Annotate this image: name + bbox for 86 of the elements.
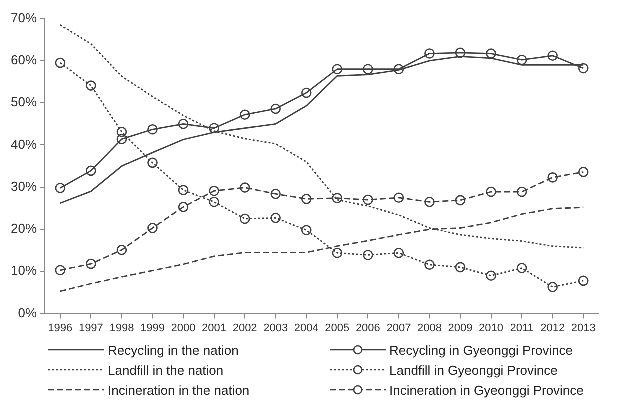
x-tick-label: 2007 [386,322,412,334]
x-tick-label: 1997 [78,322,104,334]
point [116,245,128,256]
point [332,64,343,75]
y-tick-label: 70% [10,10,38,26]
legend-label: Incineration in the nation [108,382,250,398]
point [486,48,496,59]
point [86,80,96,91]
legend-label: Recycling in the nation [108,342,239,358]
x-tick-label: 1999 [140,322,165,334]
point [486,186,496,198]
point [301,194,312,204]
point [301,225,312,236]
point [332,248,343,258]
point [578,276,589,286]
point [270,212,281,224]
point [394,192,404,204]
point [548,50,558,62]
point [301,88,312,98]
point [424,196,435,208]
point [55,183,66,194]
point [363,194,374,206]
point [178,202,189,212]
point [209,123,220,134]
x-tick-label: 2005 [325,322,350,334]
y-tick-label: 60% [10,52,38,68]
x-tick-label: 2002 [232,322,258,334]
y-tick-label: 20% [10,221,38,236]
point [516,186,528,198]
point [578,167,589,178]
x-tick-label: 1998 [110,322,134,334]
legend-label: Incineration in Gyeonggi Province [390,382,584,398]
point [148,158,158,168]
point [455,195,466,206]
point [86,166,96,176]
point [209,186,220,196]
point [486,270,496,282]
x-tick-label: 2008 [417,322,442,334]
point [116,127,128,138]
x-tick-label: 2012 [540,322,566,334]
point [178,119,189,130]
y-tick-label: 50% [10,94,38,110]
x-tick-label: 2006 [356,322,380,334]
x-tick-label: 2011 [510,322,534,334]
point [394,64,404,75]
point [516,263,528,274]
point [240,214,250,224]
legend-label: Recycling in Gyeonggi Province [390,342,574,358]
y-tick-label: 40% [10,136,38,152]
point [455,262,466,273]
point [270,104,281,114]
x-tick-label: 2001 [202,322,227,334]
point [332,193,343,204]
point [55,58,66,68]
point [209,196,220,208]
point [363,250,374,260]
point [424,48,435,59]
point [548,172,558,183]
point [86,258,96,270]
point [270,188,281,200]
point [116,134,128,144]
x-tick-label: 2010 [479,322,504,334]
point [148,124,158,135]
point [240,182,250,193]
point [363,64,374,75]
y-tick-label: 30% [10,178,38,194]
legend-label: Landfill in Gyeonggi Province [390,362,558,378]
x-tick-label: 2013 [571,322,596,334]
point [394,248,404,258]
point [516,54,528,66]
y-tick-label: 0% [18,305,38,320]
point [455,48,466,58]
x-tick-label: 2009 [448,322,473,334]
x-tick-label: 2004 [294,322,319,334]
point [178,185,189,196]
x-tick-label: 1996 [48,322,73,334]
point [424,260,435,270]
point [548,282,558,292]
x-tick-label: 2003 [264,322,288,334]
x-tick-label: 2000 [171,322,196,334]
y-tick-label: 10% [10,263,38,278]
point [578,63,589,74]
point [240,110,250,120]
point [148,223,158,234]
point [55,265,66,276]
legend-label: Landfill in the nation [108,362,224,378]
